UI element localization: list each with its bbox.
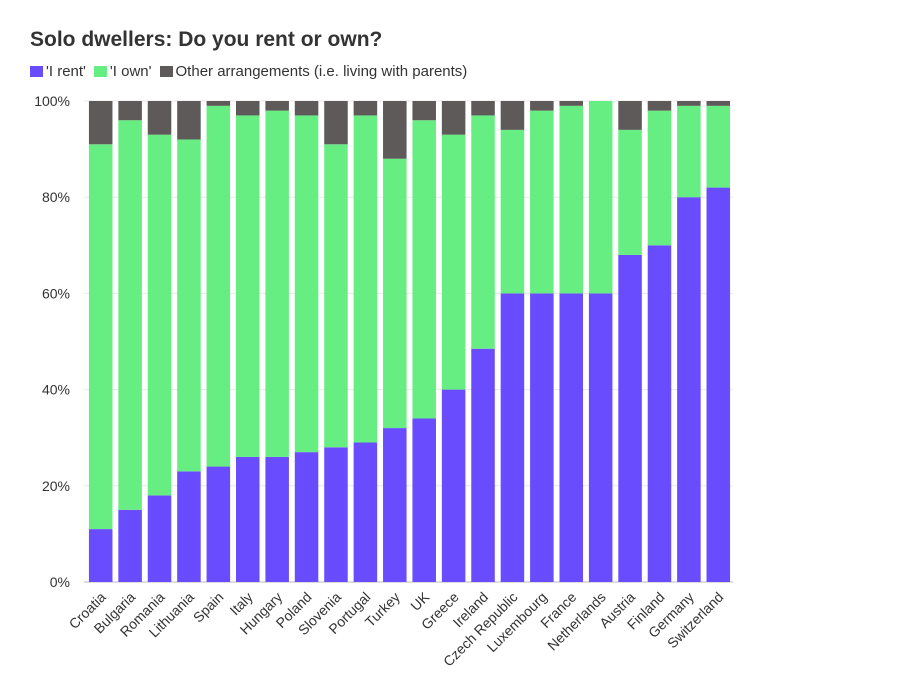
legend-swatch-own bbox=[93, 66, 107, 77]
bar-segment-other[interactable] bbox=[177, 101, 201, 140]
y-tick-label: 0% bbox=[50, 574, 70, 590]
bar-segment-own[interactable] bbox=[500, 129, 525, 294]
bar-segment-other[interactable] bbox=[353, 101, 378, 116]
bar-segment-other[interactable] bbox=[530, 101, 554, 111]
bar-segment-rent[interactable] bbox=[177, 471, 201, 582]
bar-segment-own[interactable] bbox=[412, 120, 436, 419]
bar-segment-rent[interactable] bbox=[206, 466, 231, 582]
bar-segment-rent[interactable] bbox=[530, 293, 554, 582]
bar-segment-other[interactable] bbox=[500, 101, 525, 130]
bar-segment-rent[interactable] bbox=[353, 442, 378, 582]
legend-label-rent: 'I rent' bbox=[46, 63, 86, 80]
bar-segment-own[interactable] bbox=[530, 110, 554, 294]
bar-segment-rent[interactable] bbox=[471, 348, 495, 582]
bar-segment-other[interactable] bbox=[265, 101, 289, 111]
bar-segment-rent[interactable] bbox=[706, 187, 731, 582]
bar-segment-rent[interactable] bbox=[324, 447, 348, 582]
bar-segment-other[interactable] bbox=[618, 101, 642, 130]
bar-segment-other[interactable] bbox=[441, 101, 466, 135]
bar-segment-own[interactable] bbox=[294, 115, 319, 453]
y-tick-label: 60% bbox=[42, 285, 70, 301]
legend-swatch-rent bbox=[30, 66, 43, 77]
bar-segment-own[interactable] bbox=[647, 110, 672, 246]
bar-segment-rent[interactable] bbox=[294, 452, 319, 582]
bar-segment-other[interactable] bbox=[206, 101, 231, 106]
bar-segment-rent[interactable] bbox=[383, 428, 407, 582]
bar-segment-own[interactable] bbox=[88, 144, 113, 530]
y-tick-label: 20% bbox=[42, 478, 70, 494]
bar-segment-own[interactable] bbox=[147, 134, 172, 496]
bar-segment-rent[interactable] bbox=[265, 456, 289, 582]
bar-segment-other[interactable] bbox=[324, 101, 348, 145]
bar-segment-own[interactable] bbox=[118, 120, 142, 510]
bar-segment-rent[interactable] bbox=[559, 293, 584, 582]
bar-segment-own[interactable] bbox=[471, 115, 495, 349]
bar-segment-rent[interactable] bbox=[500, 293, 525, 582]
bar-segment-other[interactable] bbox=[118, 101, 142, 121]
legend-label-other: Other arrangements (i.e. living with par… bbox=[175, 63, 468, 80]
legend-label-own: 'I own' bbox=[109, 63, 152, 80]
bar-segment-own[interactable] bbox=[324, 144, 348, 448]
legend-item-own[interactable]: 'I own' bbox=[93, 63, 152, 80]
bar-segment-other[interactable] bbox=[412, 101, 436, 121]
bar-segment-own[interactable] bbox=[588, 101, 613, 294]
bar-segment-rent[interactable] bbox=[118, 509, 142, 582]
bar-segment-other[interactable] bbox=[471, 101, 495, 116]
bar-segment-rent[interactable] bbox=[441, 389, 466, 582]
bar-segment-own[interactable] bbox=[677, 105, 701, 198]
bar-segment-other[interactable] bbox=[88, 101, 113, 145]
y-tick-label: 40% bbox=[42, 382, 70, 398]
bar-segment-own[interactable] bbox=[206, 105, 231, 467]
bar-segment-rent[interactable] bbox=[412, 418, 436, 582]
bar-segment-other[interactable] bbox=[147, 101, 172, 135]
bar-segment-rent[interactable] bbox=[677, 197, 701, 582]
bar-segment-other[interactable] bbox=[294, 101, 319, 116]
bar-segment-other[interactable] bbox=[559, 101, 584, 106]
legend-item-other[interactable]: Other arrangements (i.e. living with par… bbox=[159, 63, 468, 80]
bar-segment-rent[interactable] bbox=[588, 293, 613, 582]
bar-segment-own[interactable] bbox=[559, 105, 584, 294]
chart-title: Solo dwellers: Do you rent or own? bbox=[30, 28, 383, 51]
bar-segment-rent[interactable] bbox=[647, 245, 672, 583]
y-tick-label: 100% bbox=[34, 93, 70, 109]
bars bbox=[88, 101, 731, 583]
legend: 'I rent' 'I own' Other arrangements (i.e… bbox=[30, 63, 475, 80]
legend-swatch-other bbox=[159, 66, 173, 77]
bar-segment-other[interactable] bbox=[235, 101, 260, 116]
bar-segment-rent[interactable] bbox=[235, 456, 260, 582]
y-tick-label: 80% bbox=[42, 189, 70, 205]
bar-segment-other[interactable] bbox=[383, 101, 407, 159]
bar-segment-other[interactable] bbox=[706, 101, 731, 106]
bar-segment-other[interactable] bbox=[677, 101, 701, 106]
bar-segment-own[interactable] bbox=[235, 115, 260, 457]
bar-segment-rent[interactable] bbox=[618, 254, 642, 583]
bar-segment-own[interactable] bbox=[177, 139, 201, 472]
bar-segment-own[interactable] bbox=[441, 134, 466, 390]
bar-segment-own[interactable] bbox=[353, 115, 378, 443]
bar-segment-own[interactable] bbox=[618, 129, 642, 255]
x-tick-label: Spain bbox=[190, 589, 227, 626]
y-axis-tick-labels: 0% 20% 40% 60% 80% 100% bbox=[34, 93, 70, 590]
bar-segment-other[interactable] bbox=[647, 101, 672, 111]
bar-segment-own[interactable] bbox=[265, 110, 289, 457]
bar-segment-own[interactable] bbox=[706, 105, 731, 188]
bar-segment-rent[interactable] bbox=[88, 529, 113, 582]
bar-segment-rent[interactable] bbox=[147, 495, 172, 582]
bar-segment-own[interactable] bbox=[383, 158, 407, 429]
legend-item-rent[interactable]: 'I rent' bbox=[30, 63, 86, 80]
